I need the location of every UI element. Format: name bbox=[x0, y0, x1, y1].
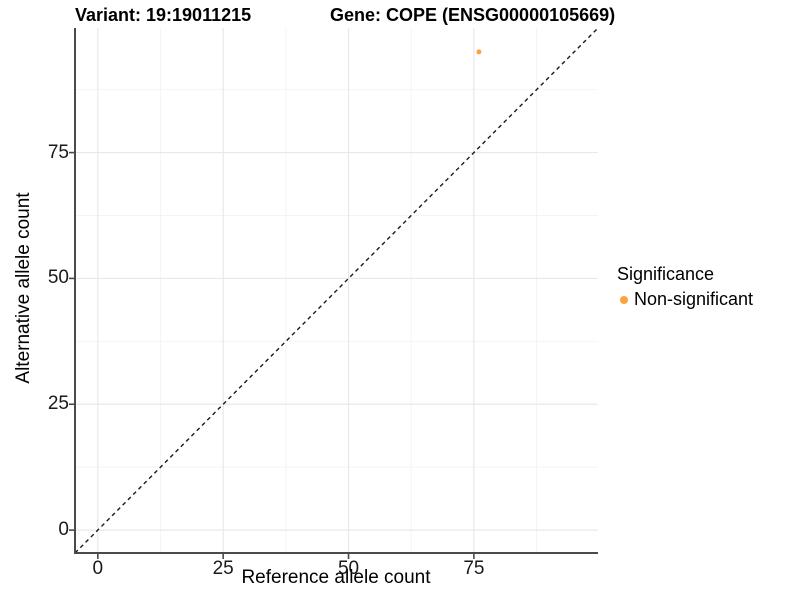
legend-item-non-significant: Non-significant bbox=[617, 289, 753, 310]
legend-point-icon bbox=[620, 295, 628, 304]
y-tick-label: 25 bbox=[47, 393, 69, 415]
plot-title-gene: Gene: COPE (ENSG00000105669) bbox=[330, 5, 616, 25]
x-tick-label: 50 bbox=[337, 558, 360, 579]
legend: Significance Non-significant bbox=[617, 264, 753, 310]
y-tick-label: 50 bbox=[47, 267, 69, 289]
x-tick-label: 0 bbox=[92, 558, 104, 579]
x-tick-label: 75 bbox=[463, 558, 485, 579]
legend-title: Significance bbox=[617, 264, 715, 284]
legend-item-label: Non-significant bbox=[634, 289, 754, 309]
y-tick-label: 0 bbox=[58, 519, 69, 541]
x-axis-title: Reference allele count bbox=[241, 567, 431, 588]
x-tick-label: 25 bbox=[212, 558, 234, 579]
y-tick-label: 75 bbox=[47, 141, 69, 163]
y-axis-title: Alternative allele count bbox=[13, 192, 34, 384]
plot-title-variant: Variant: 19:19011215 bbox=[75, 5, 252, 25]
